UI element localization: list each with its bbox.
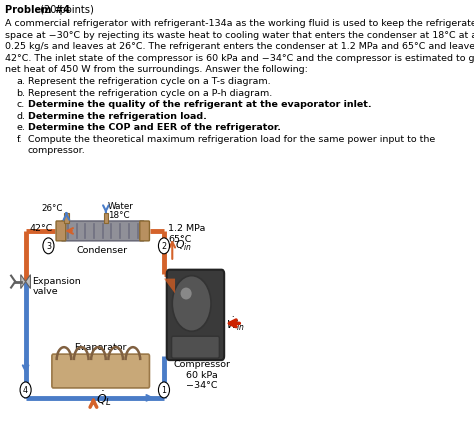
Text: a.: a. — [17, 77, 26, 86]
Ellipse shape — [181, 288, 191, 300]
Text: 2: 2 — [162, 242, 166, 251]
FancyBboxPatch shape — [62, 222, 144, 241]
Text: 1: 1 — [162, 385, 166, 395]
Polygon shape — [21, 275, 26, 289]
Text: Determine the COP and EER of the refrigerator.: Determine the COP and EER of the refrige… — [27, 123, 281, 132]
Text: 42°C. The inlet state of the compressor is 60 kPa and −34°C and the compressor i: 42°C. The inlet state of the compressor … — [5, 53, 474, 62]
FancyBboxPatch shape — [140, 222, 149, 241]
Text: f.: f. — [17, 134, 22, 143]
Polygon shape — [26, 275, 30, 289]
Circle shape — [158, 382, 170, 398]
Text: −34°C: −34°C — [186, 380, 218, 389]
Text: 1.2 MPa: 1.2 MPa — [168, 223, 206, 233]
Text: 42°C: 42°C — [30, 224, 53, 233]
Text: $\dot{W}_{in}$: $\dot{W}_{in}$ — [226, 316, 245, 333]
FancyBboxPatch shape — [56, 222, 66, 241]
Text: e.: e. — [17, 123, 26, 132]
Text: valve: valve — [33, 286, 58, 295]
Text: d.: d. — [17, 111, 26, 120]
Text: Represent the refrigeration cycle on a P-h diagram.: Represent the refrigeration cycle on a P… — [27, 88, 272, 98]
Text: 0.25 kg/s and leaves at 26°C. The refrigerant enters the condenser at 1.2 MPa an: 0.25 kg/s and leaves at 26°C. The refrig… — [5, 42, 474, 51]
Text: (20 points): (20 points) — [37, 5, 94, 15]
Circle shape — [20, 382, 31, 398]
Text: Determine the refrigeration load.: Determine the refrigeration load. — [27, 111, 207, 120]
Text: Evaporator: Evaporator — [74, 343, 127, 351]
Text: 18°C: 18°C — [108, 211, 129, 219]
Text: Compute the theoretical maximum refrigeration load for the same power input to t: Compute the theoretical maximum refriger… — [27, 134, 435, 143]
Text: Compressor: Compressor — [173, 359, 230, 368]
Text: compressor.: compressor. — [27, 146, 85, 155]
Circle shape — [158, 238, 170, 254]
FancyBboxPatch shape — [172, 336, 219, 358]
Text: Problem #4: Problem #4 — [5, 5, 70, 15]
FancyBboxPatch shape — [167, 270, 224, 360]
Circle shape — [172, 276, 211, 332]
Text: 65°C: 65°C — [168, 234, 191, 244]
Text: A commercial refrigerator with refrigerant-134a as the working fluid is used to : A commercial refrigerator with refrigera… — [5, 19, 474, 28]
Text: Water: Water — [108, 201, 134, 211]
Text: 4: 4 — [23, 385, 28, 395]
Text: net heat of 450 W from the surroundings. Answer the following:: net heat of 450 W from the surroundings.… — [5, 65, 308, 74]
Polygon shape — [164, 279, 175, 294]
Text: Condenser: Condenser — [77, 245, 128, 254]
Text: $\dot{Q}_L$: $\dot{Q}_L$ — [96, 389, 112, 407]
Text: Determine the quality of the refrigerant at the evaporator inlet.: Determine the quality of the refrigerant… — [27, 100, 371, 109]
Text: Represent the refrigeration cycle on a T-s diagram.: Represent the refrigeration cycle on a T… — [27, 77, 270, 86]
Bar — [104, 214, 108, 223]
Text: c.: c. — [17, 100, 25, 109]
Text: b.: b. — [17, 88, 26, 98]
FancyBboxPatch shape — [52, 354, 149, 388]
Circle shape — [43, 238, 54, 254]
Text: Expansion: Expansion — [33, 276, 81, 285]
Text: 3: 3 — [46, 242, 51, 251]
Bar — [64, 214, 69, 223]
Text: space at −30°C by rejecting its waste heat to cooling water that enters the cond: space at −30°C by rejecting its waste he… — [5, 31, 474, 39]
Text: 60 kPa: 60 kPa — [186, 370, 218, 379]
Text: $\dot{Q}_{in}$: $\dot{Q}_{in}$ — [175, 236, 192, 253]
Text: 26°C: 26°C — [41, 204, 63, 212]
